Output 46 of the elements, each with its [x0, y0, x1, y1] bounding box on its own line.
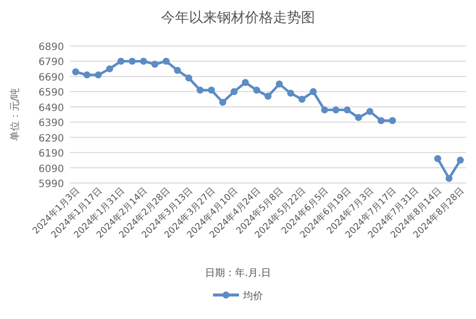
y-tick-label: 6690	[38, 72, 64, 84]
y-tick-label: 6390	[38, 118, 64, 130]
point	[208, 86, 215, 94]
point	[162, 58, 170, 65]
x-axis-title: 日期：年.月.日	[204, 267, 272, 279]
point	[140, 58, 148, 65]
point	[196, 86, 204, 94]
point	[94, 71, 102, 78]
legend-label: 均价	[242, 290, 263, 302]
point	[378, 117, 385, 124]
point	[298, 96, 306, 103]
y-tick-label: 6490	[38, 102, 64, 114]
point	[276, 80, 283, 88]
point	[388, 117, 396, 124]
point	[72, 68, 80, 76]
point	[332, 106, 340, 114]
point	[434, 155, 442, 162]
point	[264, 92, 272, 100]
point	[117, 58, 124, 65]
point	[128, 58, 136, 65]
point	[321, 106, 328, 114]
y-tick-label: 6290	[38, 133, 64, 144]
point	[456, 156, 464, 164]
point	[344, 106, 351, 114]
point	[310, 88, 317, 96]
chart-title: 今年以来钢材价格走势图	[161, 10, 315, 26]
y-tick-label: 6090	[38, 164, 64, 175]
point	[287, 90, 294, 97]
point	[253, 86, 260, 94]
y-axis-title: 单位：元/吨	[9, 88, 21, 142]
y-tick-label: 6890	[38, 42, 64, 53]
point	[355, 114, 362, 122]
point	[151, 60, 158, 68]
y-tick-label: 6590	[38, 88, 64, 99]
point	[106, 65, 114, 72]
point	[185, 74, 192, 82]
point	[230, 88, 238, 96]
point	[242, 79, 249, 86]
y-tick-label: 6190	[38, 148, 64, 160]
point	[219, 98, 226, 106]
point	[366, 108, 374, 115]
point	[446, 174, 453, 182]
point	[174, 66, 181, 74]
y-tick-label: 6790	[38, 57, 64, 68]
point	[83, 71, 90, 78]
y-tick-label: 5990	[38, 179, 64, 190]
